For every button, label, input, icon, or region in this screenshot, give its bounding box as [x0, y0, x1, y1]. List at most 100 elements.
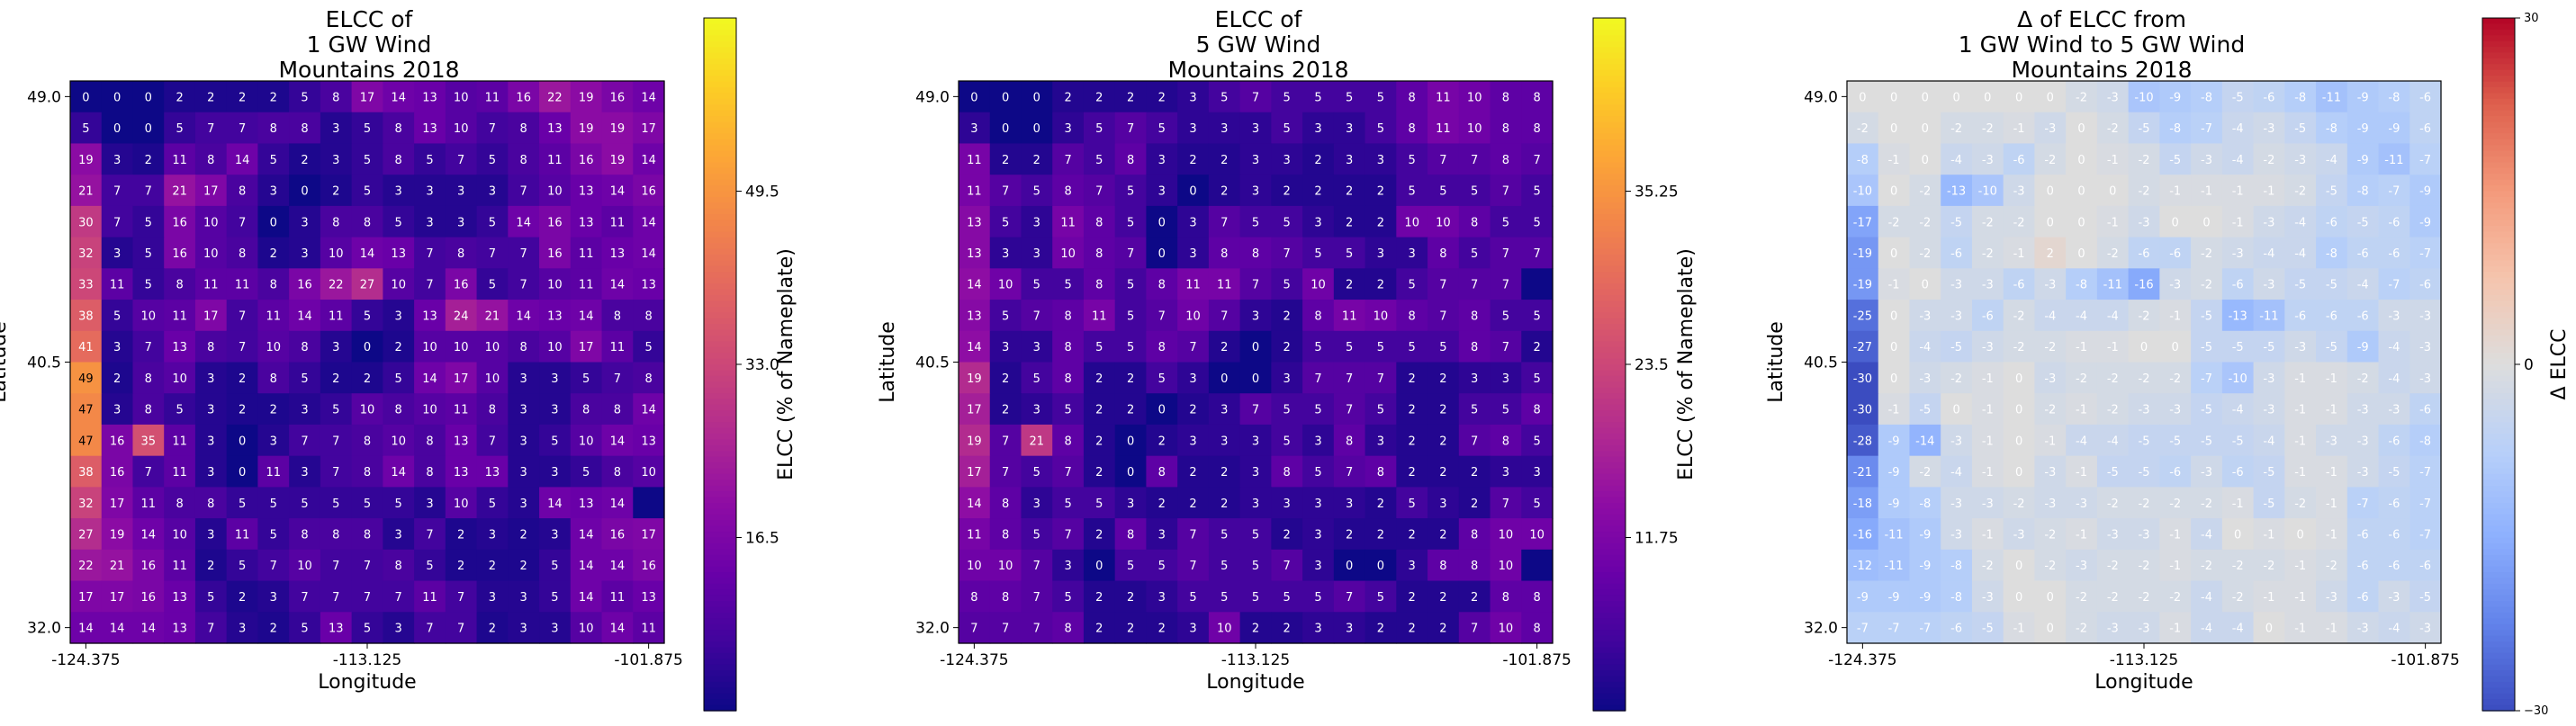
cell-value-label: -6 — [2232, 466, 2244, 480]
heatmap-cell — [539, 175, 572, 207]
heatmap-cell — [383, 549, 415, 582]
heatmap-cell — [414, 393, 446, 426]
heatmap-cell — [2066, 549, 2098, 582]
heatmap-cell — [2003, 143, 2036, 175]
cell-value-label: 5 — [489, 216, 496, 229]
cell-value-label: 3 — [1346, 122, 1353, 136]
heatmap-cell — [289, 455, 321, 488]
heatmap-cell — [2409, 362, 2442, 394]
heatmap-cell — [1847, 268, 1879, 300]
heatmap-cell — [1271, 205, 1303, 238]
heatmap-cell — [1941, 518, 1973, 551]
colorbar-segment — [704, 468, 736, 475]
cell-value-label: 7 — [1064, 154, 1071, 167]
heatmap-cell — [1428, 143, 1460, 175]
cell-value-label: 22 — [547, 91, 563, 104]
heatmap-cell — [351, 300, 383, 332]
colorbar-segment — [1593, 364, 1626, 372]
colorbar-segment — [2482, 473, 2515, 481]
heatmap-cell — [2284, 580, 2317, 613]
cell-value-label: -4 — [2232, 122, 2244, 136]
cell-value-label: 7 — [1127, 247, 1134, 261]
heatmap-cell — [2191, 424, 2223, 457]
cell-value-label: -1 — [2169, 623, 2181, 636]
colorbar-segment — [1593, 681, 1626, 689]
cell-value-label: 10 — [203, 216, 219, 229]
colorbar-segment — [704, 312, 736, 319]
heatmap-cell — [508, 393, 540, 426]
heatmap-cell — [570, 175, 603, 207]
colorbar-segment — [1593, 572, 1626, 579]
cell-value-label: 3 — [1220, 122, 1228, 136]
cell-value-label: 0 — [364, 341, 371, 354]
cell-value-label: 16 — [141, 591, 157, 605]
heatmap-cell — [257, 112, 290, 145]
heatmap-cell — [633, 580, 665, 613]
heatmap-cell — [1521, 549, 1554, 582]
heatmap-cell — [1271, 393, 1303, 426]
heatmap-cell — [351, 455, 383, 488]
cell-value-label: 0 — [1220, 372, 1228, 386]
cell-value-label: 8 — [1409, 122, 1416, 136]
cell-value-label: -5 — [2201, 309, 2212, 323]
heatmap-cell — [2284, 268, 2317, 300]
colorbar-segment — [2482, 255, 2515, 262]
heatmap-cell — [1941, 362, 1973, 394]
colorbar-segment — [1593, 40, 1626, 48]
heatmap-cell — [570, 81, 603, 113]
cell-value-label: 3 — [301, 466, 308, 480]
colorbar-segment — [2482, 375, 2515, 382]
colorbar-segment — [704, 410, 736, 417]
cell-value-label: 8 — [426, 435, 433, 448]
heatmap-cell — [1971, 330, 2004, 363]
cell-value-label: 3 — [270, 435, 277, 448]
heatmap-cell — [633, 362, 665, 394]
cell-value-label: 8 — [1533, 91, 1540, 104]
colorbar-segment — [1593, 623, 1626, 631]
cell-value-label: 10 — [172, 372, 187, 386]
cell-value-label: -30 — [1853, 372, 1872, 386]
heatmap-cell — [1909, 268, 1941, 300]
heatmap-cell — [539, 330, 572, 363]
cell-value-label: 11 — [172, 560, 187, 573]
heatmap-cell — [2003, 549, 2036, 582]
heatmap-cell — [2253, 455, 2285, 488]
colorbar-segment — [1593, 444, 1626, 452]
heatmap-cell — [508, 455, 540, 488]
cell-value-label: 7 — [1095, 185, 1103, 199]
colorbar-segment — [2482, 589, 2515, 596]
heatmap-cell — [132, 143, 165, 175]
cell-value-label: -2 — [2013, 216, 2025, 229]
heatmap-cell — [2221, 580, 2255, 613]
heatmap-cell — [1146, 455, 1178, 488]
cell-value-label: 0 — [2109, 185, 2116, 199]
cell-value-label: 2 — [1409, 435, 1416, 448]
heatmap-cell — [2191, 549, 2223, 582]
heatmap-cell — [1208, 205, 1241, 238]
heatmap-cells: 0 0 0 2 2 2 2 3 5 7 5 5 5 5 8 11 10 8 83 0 0 3 5 7 5 3 3 3 5 3 3 5 8 11 10… — [959, 81, 1554, 644]
heatmap-cell — [539, 612, 572, 644]
cell-value-label: 5 — [489, 154, 496, 167]
cell-value-label: 14 — [579, 591, 594, 605]
heatmap-cell — [226, 580, 259, 613]
cell-value-label: 14 — [297, 309, 312, 323]
cell-value-label: 0 — [1002, 122, 1009, 136]
colorbar-segment — [704, 635, 736, 642]
cell-value-label: 2 — [145, 154, 152, 167]
cell-value-label: 8 — [644, 309, 652, 323]
colorbar-segment — [1593, 589, 1626, 596]
heatmap-cell — [1052, 362, 1085, 394]
heatmap-cell — [2159, 143, 2192, 175]
cell-value-label: -9 — [1919, 560, 1931, 573]
cell-value-label: 3 — [1314, 560, 1321, 573]
heatmap-cell — [1239, 300, 1272, 332]
colorbar-segment — [2482, 18, 2515, 25]
cell-value-label: -1 — [2076, 341, 2087, 354]
cell-value-label: 2 — [1127, 404, 1134, 417]
cell-value-label: -3 — [2139, 216, 2150, 229]
cell-value-label: 7 — [1158, 309, 1166, 323]
colorbar-segment — [704, 243, 736, 250]
colorbar-segment — [704, 659, 736, 666]
cell-value-label: -1 — [2294, 404, 2306, 417]
colorbar-segment — [2482, 58, 2515, 66]
